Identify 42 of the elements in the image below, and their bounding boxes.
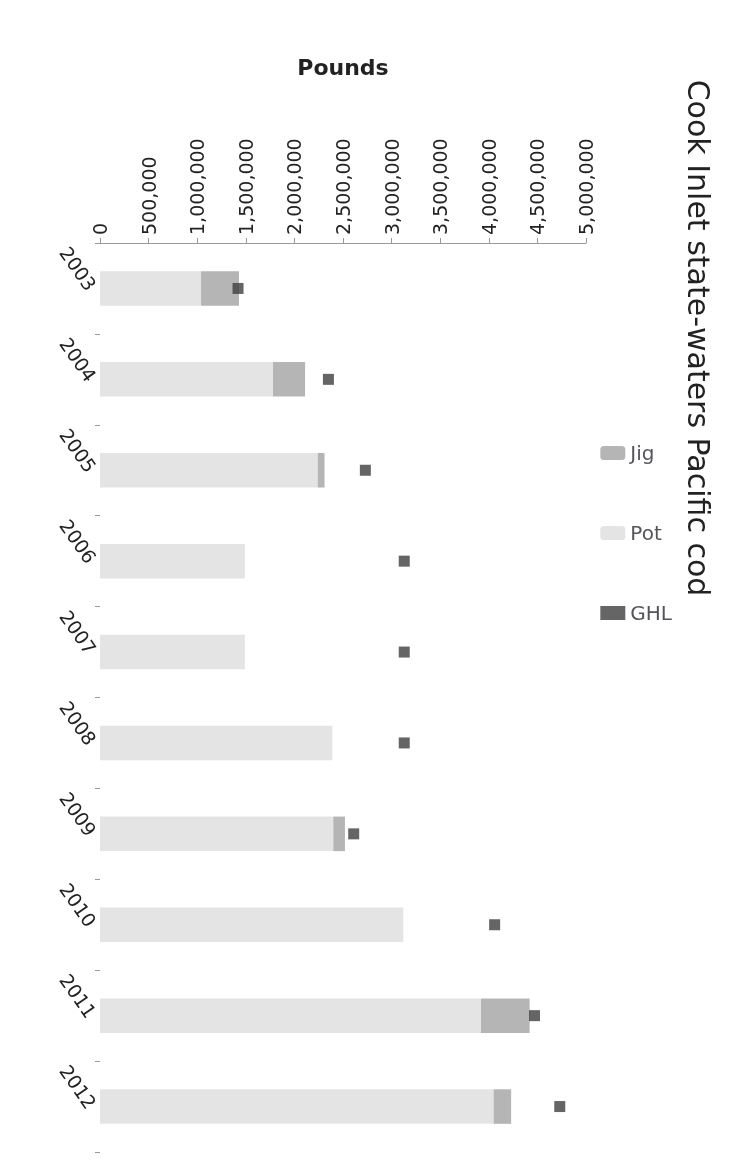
bar	[100, 452, 318, 488]
bar	[493, 1089, 512, 1124]
x-tick-label: 3,500,000	[429, 138, 452, 235]
point	[359, 464, 371, 476]
x-tick-label: 1,000,000	[186, 138, 209, 235]
bar	[100, 816, 334, 852]
point	[554, 1101, 566, 1113]
bar	[100, 907, 404, 943]
point	[398, 737, 410, 749]
x-tick-label: 500,000	[137, 156, 160, 235]
bar	[100, 1089, 494, 1124]
point	[489, 919, 501, 931]
text: Cook Inlet state-waters Pacific cod	[680, 79, 716, 597]
x-tick-label: 2,500,000	[332, 138, 354, 235]
bar	[100, 634, 245, 670]
bar	[100, 725, 333, 761]
x-tick-label: 0	[89, 222, 111, 235]
bar	[481, 998, 530, 1033]
point	[322, 373, 334, 385]
x-axis-title: Pounds	[297, 54, 389, 80]
x-tick-label: 2,000,000	[283, 138, 306, 235]
x-tick-label: 5,000,000	[575, 138, 597, 235]
bar	[100, 543, 245, 579]
bar	[100, 271, 202, 306]
bar	[273, 362, 306, 397]
x-tick-label: 4,500,000	[526, 138, 549, 235]
point	[528, 1010, 540, 1022]
bar	[333, 816, 345, 852]
point	[348, 828, 360, 840]
x-tick-label: 3,000,000	[380, 138, 403, 235]
bar	[317, 452, 325, 488]
bar	[201, 271, 239, 306]
point	[398, 555, 410, 567]
bar	[100, 362, 274, 397]
x-tick-label: 1,500,000	[234, 138, 257, 235]
legend-label: Jig	[628, 441, 655, 465]
x-tick-label: 4,000,000	[477, 138, 500, 235]
point	[232, 282, 244, 294]
bar	[100, 998, 482, 1033]
point	[398, 646, 410, 658]
legend-label: GHL	[630, 601, 673, 625]
legend-label: Pot	[630, 521, 662, 545]
